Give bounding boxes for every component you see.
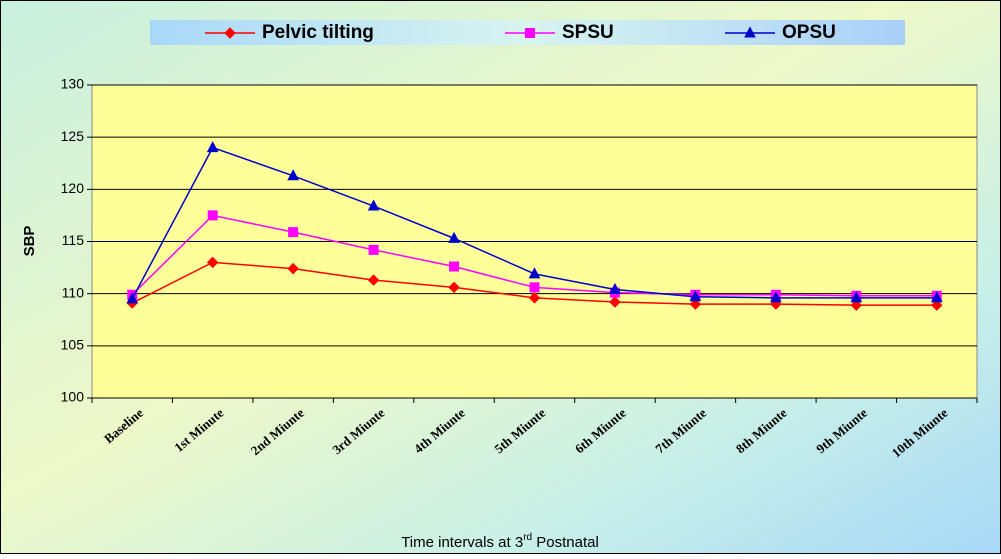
marker: [850, 291, 863, 303]
x-axis-label: Time intervals at 3rd Postnatal: [401, 532, 599, 551]
marker: [744, 26, 756, 38]
marker: [448, 231, 460, 243]
marker: [609, 296, 621, 308]
marker: [931, 299, 943, 311]
marker: [287, 169, 299, 181]
y-tick-label: 125: [61, 128, 85, 144]
y-tick-label: 100: [61, 389, 85, 405]
x-label-part: Time intervals at 3: [401, 534, 523, 551]
y-axis-label: SBP: [21, 226, 38, 257]
y-tick-label: 105: [61, 337, 85, 353]
marker: [449, 261, 460, 272]
marker: [287, 262, 299, 275]
marker: [529, 282, 540, 293]
x-label-part: Postnatal: [532, 534, 599, 551]
marker: [528, 267, 541, 279]
marker: [770, 291, 782, 303]
marker: [930, 291, 943, 303]
marker: [525, 28, 535, 38]
x-label-part: rd: [523, 532, 532, 543]
marker: [850, 299, 863, 311]
marker: [126, 292, 139, 304]
marker: [528, 292, 541, 304]
marker: [206, 256, 219, 269]
marker: [224, 27, 236, 39]
marker: [207, 210, 218, 221]
marker: [367, 199, 380, 211]
marker: [206, 141, 219, 153]
marker: [689, 298, 702, 310]
y-tick-label: 130: [61, 76, 85, 92]
marker: [368, 244, 379, 255]
marker: [448, 281, 460, 294]
y-tick-label: 115: [62, 232, 85, 248]
legend-label: OPSU: [782, 22, 836, 43]
marker: [288, 227, 299, 238]
marker: [609, 282, 621, 294]
marker: [689, 290, 702, 302]
legend-label: Pelvic tilting: [262, 22, 374, 43]
legend-label: SPSU: [562, 22, 614, 43]
y-tick-label: 110: [62, 284, 85, 300]
y-tick-label: 120: [61, 180, 85, 196]
marker: [367, 274, 380, 286]
